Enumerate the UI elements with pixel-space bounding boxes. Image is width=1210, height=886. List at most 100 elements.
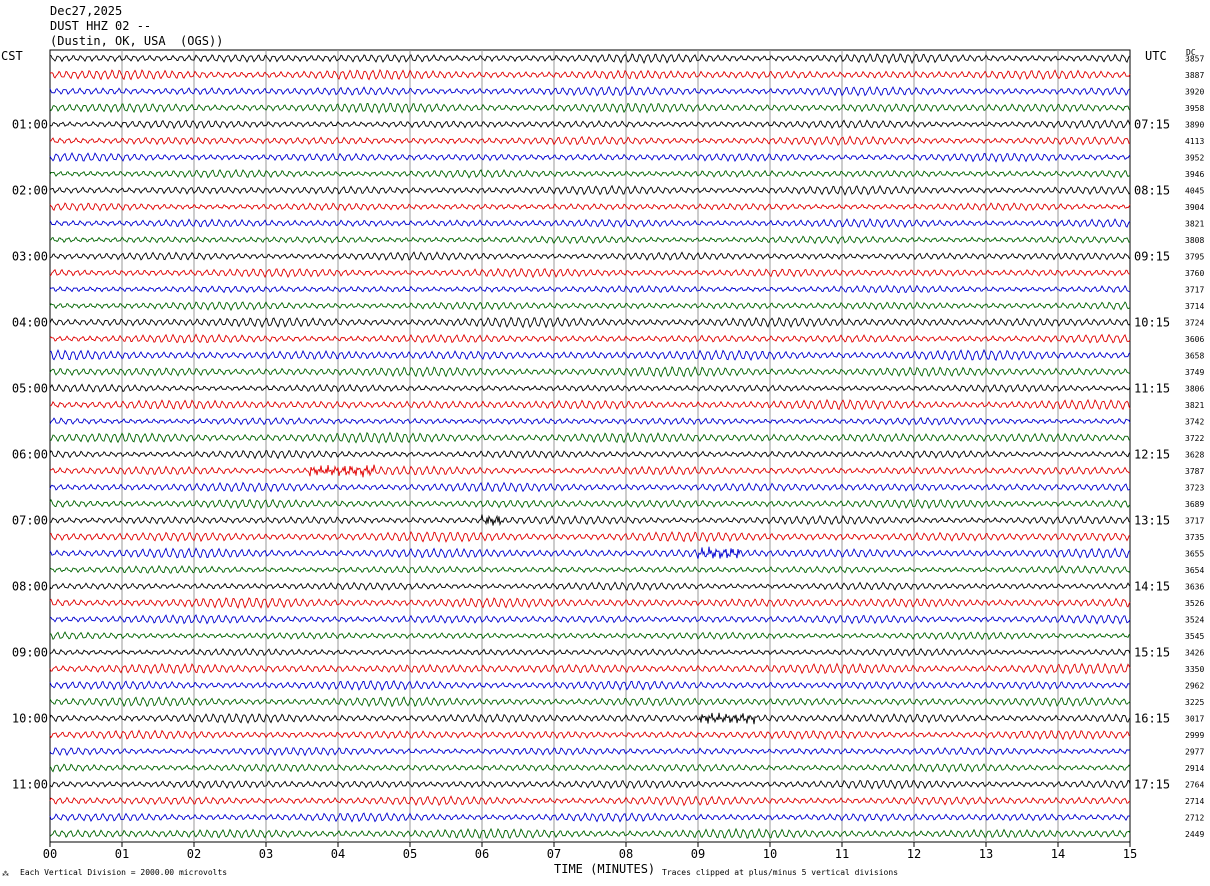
dc-offset-label: 3689 — [1185, 500, 1204, 509]
trace-line — [49, 597, 1131, 609]
dc-offset-label: 3426 — [1185, 648, 1204, 657]
trace-line — [49, 614, 1131, 625]
utc-hour-label: 09:15 — [1134, 249, 1170, 263]
trace-line — [49, 795, 1131, 807]
trace-line — [49, 662, 1131, 675]
scale-note: Each Vertical Division = 2000.00 microvo… — [20, 868, 228, 877]
utc-hour-label: 12:15 — [1134, 447, 1170, 461]
trace-line — [49, 417, 1131, 426]
dc-offset-label: 3887 — [1185, 71, 1204, 80]
cst-hour-label: 05:00 — [12, 381, 48, 395]
cst-hour-label: 09:00 — [12, 645, 48, 659]
dc-offset-label: 3545 — [1185, 632, 1204, 641]
x-tick-label: 09 — [691, 847, 705, 861]
trace-line — [49, 184, 1131, 196]
trace-line — [49, 284, 1131, 294]
cst-hour-label: 10:00 — [12, 711, 48, 725]
dc-offset-label: 3628 — [1185, 450, 1204, 459]
trace-line — [49, 251, 1131, 261]
trace-line — [49, 729, 1131, 741]
trace-line — [49, 530, 1131, 543]
left-zone-label: CST — [1, 49, 23, 63]
x-tick-label: 01 — [115, 847, 129, 861]
utc-hour-label: 10:15 — [1134, 315, 1170, 329]
dc-offset-label: 3821 — [1185, 401, 1204, 410]
plot-frame — [49, 49, 1131, 843]
trace-line — [49, 712, 1131, 725]
cst-hour-label: 03:00 — [12, 249, 48, 263]
dc-offset-label: 3017 — [1185, 714, 1204, 723]
dc-offset-label: 3526 — [1185, 599, 1204, 608]
trace-line — [49, 431, 1131, 444]
trace-line — [49, 514, 1131, 527]
trace-line — [49, 365, 1131, 378]
trace-line — [49, 680, 1131, 691]
x-tick-label: 12 — [907, 847, 921, 861]
trace-line — [49, 812, 1131, 823]
dc-offset-label: 3806 — [1185, 384, 1204, 393]
x-tick-label: 11 — [835, 847, 849, 861]
dc-offset-label: 3524 — [1185, 615, 1204, 624]
trace-line — [49, 546, 1131, 559]
dc-offset-label: 2449 — [1185, 830, 1204, 839]
utc-hour-label: 15:15 — [1134, 645, 1170, 659]
trace-line — [49, 348, 1131, 361]
dc-offset-label: 3636 — [1185, 582, 1204, 591]
cst-hour-label: 08:00 — [12, 579, 48, 593]
dc-offset-label: 2962 — [1185, 681, 1204, 690]
trace-line — [49, 202, 1131, 212]
dc-offset-label: 3654 — [1185, 566, 1204, 575]
trace-line — [49, 235, 1131, 245]
x-axis-label: TIME (MINUTES) — [554, 862, 656, 876]
dc-offset-label: 2764 — [1185, 780, 1204, 789]
cst-hour-label: 06:00 — [12, 447, 48, 461]
x-tick-label: 08 — [619, 847, 633, 861]
trace-line — [49, 564, 1131, 575]
dc-offset-label: 3958 — [1185, 104, 1204, 113]
right-zone-label: UTC — [1145, 49, 1167, 63]
trace-line — [49, 119, 1131, 130]
header-station: DUST HHZ 02 -- — [50, 19, 152, 33]
cst-hour-label: 02:00 — [12, 183, 48, 197]
dc-offset-label: 3717 — [1185, 285, 1204, 294]
header-location: (Dustin, OK, USA (OGS)) — [50, 34, 224, 48]
x-tick-label: 15 — [1123, 847, 1137, 861]
trace-line — [49, 218, 1131, 229]
utc-hour-label: 11:15 — [1134, 381, 1170, 395]
clip-note: Traces clipped at plus/minus 5 vertical … — [662, 868, 899, 877]
dc-offset-label: 4045 — [1185, 186, 1204, 195]
x-tick-label: 00 — [43, 847, 57, 861]
dc-offset-label: 3808 — [1185, 236, 1204, 245]
trace-line — [49, 135, 1131, 146]
dc-offset-label: 3857 — [1185, 54, 1204, 63]
dc-offset-label: 3946 — [1185, 170, 1204, 179]
dc-offset-label: 3735 — [1185, 533, 1204, 542]
trace-line — [49, 581, 1131, 591]
dc-offset-label: 3904 — [1185, 203, 1204, 212]
x-tick-label: 14 — [1051, 847, 1065, 861]
utc-hour-label: 14:15 — [1134, 579, 1170, 593]
utc-hour-label: 08:15 — [1134, 183, 1170, 197]
dc-offset-label: 3749 — [1185, 368, 1204, 377]
dc-offset-label: 3760 — [1185, 269, 1204, 278]
trace-line — [49, 779, 1131, 790]
x-tick-label: 02 — [187, 847, 201, 861]
dc-offset-label: 3722 — [1185, 434, 1204, 443]
dc-offset-label: 3920 — [1185, 87, 1204, 96]
trace-line — [49, 398, 1131, 411]
dc-offset-label: 3724 — [1185, 318, 1204, 327]
header-date: Dec27,2025 — [50, 4, 123, 18]
utc-hour-label: 17:15 — [1134, 777, 1170, 791]
x-tick-label: 07 — [547, 847, 561, 861]
dc-offset-label: 3821 — [1185, 219, 1204, 228]
x-tick-label: 03 — [259, 847, 273, 861]
dc-offset-label: 3952 — [1185, 153, 1204, 162]
utc-hour-label: 16:15 — [1134, 711, 1170, 725]
trace-line — [49, 464, 1130, 478]
dc-label: DC — [1186, 48, 1196, 57]
dc-offset-label: 3606 — [1185, 335, 1204, 344]
dc-offset-label: 3787 — [1185, 467, 1204, 476]
trace-line — [49, 746, 1131, 757]
x-tick-label: 05 — [403, 847, 417, 861]
